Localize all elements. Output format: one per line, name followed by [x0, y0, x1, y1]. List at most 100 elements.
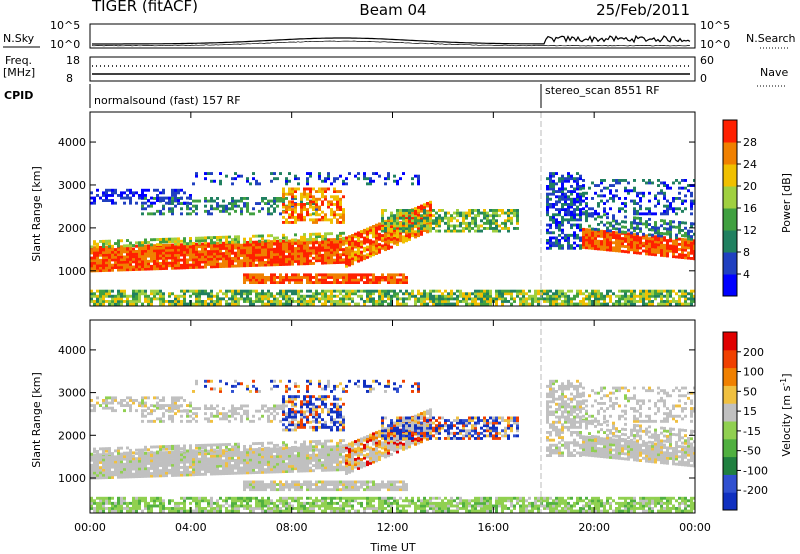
power-cell — [510, 219, 513, 223]
velocity-cell — [168, 461, 171, 465]
velocity-cell — [111, 496, 114, 500]
power-cell — [156, 194, 159, 197]
power-cell — [585, 212, 588, 216]
power-cell — [102, 251, 105, 254]
power-cell — [327, 281, 330, 284]
velocity-cell — [129, 462, 132, 466]
power-cell — [675, 197, 678, 200]
power-cell — [402, 172, 405, 175]
velocity-cell — [201, 507, 204, 510]
power-cell — [237, 240, 240, 244]
beam-title: Beam 04 — [359, 1, 426, 19]
power-cell — [672, 247, 675, 251]
velocity-cell — [117, 473, 120, 477]
power-cell — [93, 266, 96, 270]
power-cell — [150, 204, 153, 208]
power-cell — [669, 235, 672, 239]
velocity-cell — [192, 465, 195, 469]
power-cell — [627, 302, 630, 306]
velocity-cell — [198, 452, 201, 456]
power-cell — [687, 189, 690, 193]
power-cell — [375, 241, 378, 245]
power-cell — [231, 204, 234, 208]
cpid-mode-1: normalsound (fast) 157 RF — [94, 94, 241, 107]
power-cell — [396, 179, 399, 183]
power-cell — [666, 241, 669, 245]
power-cell — [690, 222, 693, 226]
velocity-cell — [165, 474, 168, 478]
power-cell — [663, 212, 666, 216]
velocity-cell — [219, 412, 222, 416]
power-cell — [243, 240, 246, 244]
power-cell — [213, 179, 216, 183]
power-cell — [399, 278, 402, 282]
power-cell — [96, 188, 99, 192]
power-cell — [183, 239, 186, 243]
power-cell — [588, 224, 591, 228]
velocity-cell — [93, 499, 96, 503]
power-cell — [261, 240, 264, 244]
velocity-cell — [201, 455, 204, 458]
power-cell — [309, 300, 312, 303]
velocity-cell — [219, 504, 222, 508]
power-cell — [138, 243, 141, 247]
power-cell — [270, 276, 273, 279]
power-cell — [198, 300, 201, 303]
power-cell — [660, 212, 663, 216]
power-cell — [417, 211, 420, 214]
velocity-cell — [198, 462, 201, 466]
power-cell — [219, 297, 222, 301]
power-cell — [306, 182, 309, 186]
power-cell — [318, 218, 321, 222]
power-cell — [351, 254, 354, 258]
power-cell — [348, 245, 351, 249]
power-cell — [384, 209, 387, 212]
power-cell — [405, 281, 408, 284]
velocity-cell — [132, 457, 135, 461]
power-cell — [252, 207, 255, 211]
velocity-cell — [126, 470, 129, 474]
power-cell — [408, 214, 411, 218]
power-cell — [303, 233, 306, 236]
velocity-cell — [174, 455, 177, 459]
power-cell — [570, 226, 573, 230]
power-cell — [396, 235, 399, 239]
velocity-cell — [105, 449, 108, 453]
power-cell — [105, 245, 108, 249]
power-cell — [456, 224, 459, 228]
power-cell — [273, 242, 276, 246]
power-cell — [294, 276, 297, 279]
power-cell — [198, 258, 201, 261]
power-cell — [255, 258, 258, 262]
power-cell — [177, 197, 180, 200]
velocity-cell — [180, 404, 183, 407]
power-cell — [243, 237, 246, 241]
power-cell — [504, 289, 507, 293]
power-cell — [594, 191, 597, 195]
power-cell — [246, 209, 249, 213]
power-cell — [141, 289, 144, 293]
power-cell — [162, 243, 165, 247]
power-cell — [291, 221, 294, 224]
power-cell — [663, 246, 666, 250]
power-cell — [258, 297, 261, 301]
power-cell — [132, 300, 135, 303]
velocity-cell — [198, 467, 201, 471]
power-cell — [294, 210, 297, 214]
power-cell — [576, 208, 579, 211]
power-cell — [183, 302, 186, 306]
power-cell — [555, 289, 558, 293]
power-cell — [411, 182, 414, 186]
power-cell — [564, 300, 567, 303]
power-cell — [234, 235, 237, 239]
power-cell — [597, 215, 600, 219]
power-cell — [510, 297, 513, 301]
power-cell — [171, 300, 174, 303]
power-cell — [618, 289, 621, 293]
velocity-cell — [168, 468, 171, 472]
power-cell — [135, 252, 138, 256]
power-cell — [669, 292, 672, 296]
power-cell — [210, 179, 213, 183]
velocity-cell — [153, 499, 156, 503]
power-cell — [396, 273, 399, 277]
